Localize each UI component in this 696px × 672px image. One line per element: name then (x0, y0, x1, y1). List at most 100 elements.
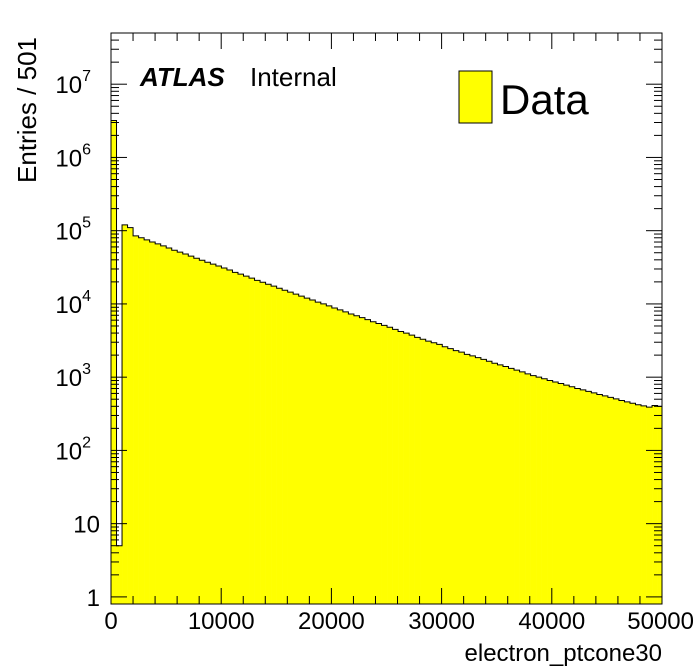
y-tick-label: 107 (55, 68, 91, 99)
histogram-bin (326, 305, 333, 604)
histogram-bin (580, 389, 587, 604)
histogram-bin (547, 380, 553, 604)
x-axis-label: electron_ptcone30 (465, 640, 662, 667)
histogram-bin (265, 284, 272, 604)
histogram-bin (536, 377, 542, 604)
histogram-bin (254, 280, 261, 604)
histogram-bin (188, 256, 195, 604)
histogram-bin (260, 282, 266, 604)
histogram-bin (122, 224, 128, 604)
x-tick-label: 50000 (627, 608, 694, 635)
histogram-bin (442, 346, 449, 604)
histogram-bin (403, 333, 410, 604)
y-axis-label: Entries / 501 (12, 37, 42, 183)
histogram-bin (237, 274, 244, 604)
histogram-bin (370, 321, 377, 604)
histogram-bin (171, 250, 178, 604)
histogram-bin (563, 385, 570, 604)
histogram-bin (348, 313, 355, 604)
histogram-bin (591, 392, 598, 604)
histogram-bin (166, 248, 173, 604)
histogram-bin (447, 348, 454, 604)
histogram-bin (226, 270, 233, 604)
histogram-bin (127, 227, 134, 604)
histogram-bin (469, 355, 476, 604)
histogram-bin (486, 361, 493, 604)
histogram-bin (364, 319, 371, 604)
histogram-bin (293, 294, 300, 604)
legend-swatch-data (458, 70, 493, 124)
histogram-bin (160, 245, 167, 604)
histogram-bin (525, 373, 531, 604)
legend: Data (458, 70, 589, 124)
histogram-bin (320, 303, 327, 604)
histogram-bin (111, 120, 117, 604)
y-tick-label: 104 (55, 288, 91, 319)
histogram-bin (182, 254, 189, 604)
histogram-bin (221, 267, 228, 604)
histogram-bin (502, 366, 509, 604)
internal-label: Internal (250, 62, 337, 92)
x-tick-label: 40000 (518, 608, 585, 635)
histogram-bin (392, 329, 399, 604)
histogram-bin (409, 335, 415, 604)
plot-frame (110, 32, 663, 605)
histogram-bin (453, 350, 460, 604)
y-tick-label: 103 (55, 361, 91, 392)
histogram-bin (276, 288, 283, 604)
histogram-bin (480, 359, 487, 604)
histogram-bin (215, 265, 222, 604)
x-tick-label: 10000 (188, 608, 255, 635)
histogram-bin (309, 300, 316, 604)
histogram-bin (425, 341, 432, 604)
histogram-bin (133, 235, 139, 604)
histogram-bin (607, 397, 614, 604)
histogram-bin (420, 339, 426, 604)
y-tick-label: 105 (55, 215, 91, 246)
histogram-bin (414, 337, 421, 604)
histogram-bin (646, 407, 653, 604)
x-tick-label: 0 (104, 608, 117, 635)
histogram-bin (613, 398, 620, 604)
histogram-bin (602, 395, 609, 604)
histogram-bin (287, 292, 294, 604)
histogram-bin (376, 323, 382, 604)
y-tick-label: 102 (55, 434, 91, 465)
x-tick-labels: 0 10000 20000 30000 40000 50000 (104, 608, 694, 635)
histogram-bin (155, 243, 161, 604)
histogram-bin (585, 391, 592, 604)
histogram-bin (249, 278, 255, 604)
histogram-bin (116, 545, 123, 604)
histogram-bin (458, 352, 465, 604)
histogram-bin (381, 325, 388, 604)
histogram-bin (331, 307, 338, 604)
histogram-bin (569, 386, 576, 604)
histogram-bin (464, 354, 471, 604)
y-tick-label: 106 (55, 141, 91, 172)
histogram-bin (282, 290, 288, 604)
histogram-bin (624, 401, 631, 604)
histogram-bin (149, 242, 156, 604)
histogram-bin (204, 262, 211, 604)
histogram-bin (657, 406, 663, 604)
histogram-bin (304, 298, 311, 604)
histogram-outline (110, 119, 663, 604)
histogram-bin (232, 272, 239, 604)
histogram-bin (243, 276, 250, 604)
atlas-label: ATLAS (139, 62, 225, 92)
histogram-bin (641, 405, 647, 604)
histogram-bin (144, 239, 150, 604)
y-tick-label: 1 (87, 585, 100, 612)
histogram-bin (359, 317, 366, 604)
histogram-bin (629, 403, 636, 604)
histogram-bin (652, 405, 658, 604)
histogram-bin (541, 378, 548, 604)
x-tick-label: 20000 (298, 608, 365, 635)
histogram-bin (618, 400, 625, 604)
histogram-bin (558, 383, 565, 604)
histogram-bin (177, 252, 184, 604)
histogram-bin (315, 302, 322, 604)
histogram-bin (387, 327, 393, 604)
histogram-bin (552, 381, 559, 604)
legend-label-data: Data (500, 76, 589, 123)
